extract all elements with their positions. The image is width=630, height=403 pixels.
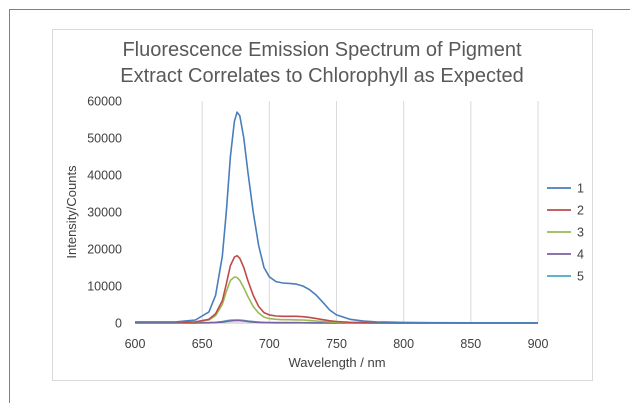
x-tick-label: 900 — [528, 337, 549, 351]
outer-frame — [9, 9, 630, 403]
legend-label-1: 1 — [577, 182, 584, 196]
emission-spectrum-chart: Fluorescence Emission Spectrum of Pigmen… — [64, 39, 584, 370]
legend: 1 2 3 4 5 — [547, 182, 584, 284]
x-tick-label: 850 — [460, 337, 481, 351]
x-tick-label: 750 — [326, 337, 347, 351]
y-tick-label: 60000 — [87, 95, 122, 109]
legend-label-3: 3 — [577, 226, 584, 240]
ticks-layer: 600 650 700 750 800 850 900 0 10000 20000 30000 400… — [87, 95, 548, 352]
y-tick-label: 50000 — [87, 132, 122, 146]
x-tick-label: 650 — [192, 337, 213, 351]
y-tick-label: 0 — [115, 317, 122, 331]
chart-title-line-2: Extract Correlates to Chlorophyll as Exp… — [120, 65, 524, 87]
series-layer — [135, 111, 539, 324]
x-tick-label: 800 — [393, 337, 414, 351]
series-line-1 — [135, 111, 539, 324]
y-axis-label: Intensity/Counts — [64, 165, 79, 259]
y-tick-label: 30000 — [87, 206, 122, 220]
x-axis-label: Wavelength / nm — [288, 355, 385, 370]
legend-label-4: 4 — [577, 248, 584, 262]
series-line-2 — [135, 254, 539, 324]
legend-label-5: 5 — [577, 270, 584, 284]
grid-layer — [135, 101, 539, 324]
legend-label-2: 2 — [577, 204, 584, 218]
y-tick-label: 10000 — [87, 280, 122, 294]
chart-title-line-1: Fluorescence Emission Spectrum of Pigmen… — [122, 39, 521, 61]
x-tick-label: 700 — [259, 337, 280, 351]
x-tick-label: 600 — [125, 337, 146, 351]
y-tick-label: 20000 — [87, 243, 122, 257]
y-tick-label: 40000 — [87, 169, 122, 183]
